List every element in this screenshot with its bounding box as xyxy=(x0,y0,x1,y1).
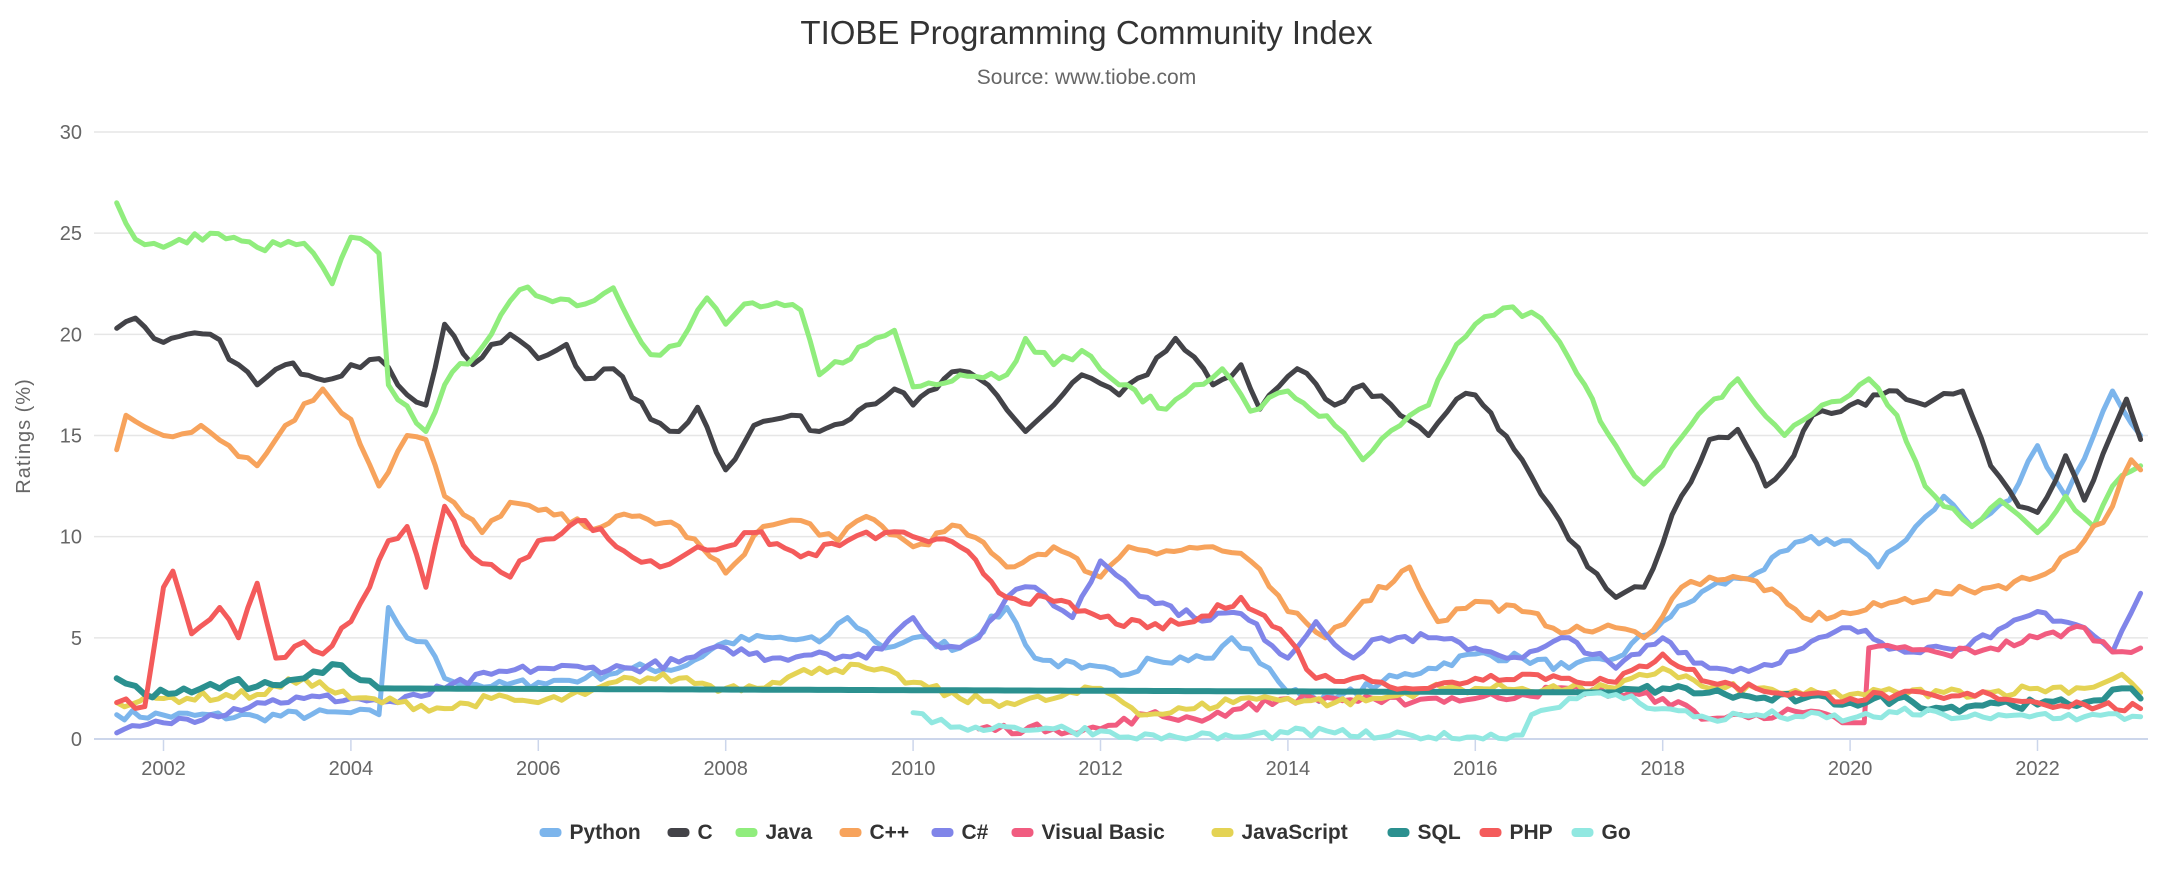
legend-item-visual-basic[interactable]: Visual Basic xyxy=(1011,821,1166,844)
legend-item-sql[interactable]: SQL xyxy=(1387,821,1461,844)
legend-item-go[interactable]: Go xyxy=(1571,821,1631,844)
x-tick-label: 2006 xyxy=(516,758,561,780)
legend-symbol xyxy=(735,828,758,837)
x-tick-label: 2018 xyxy=(1640,758,1685,780)
series-line-python[interactable] xyxy=(114,388,2144,724)
y-tick-label: 25 xyxy=(60,223,82,245)
y-axis-label: Ratings (%) xyxy=(13,378,35,493)
x-tick-label: 2004 xyxy=(329,758,374,780)
x-tick-label: 2012 xyxy=(1078,758,1123,780)
legend-item-c-[interactable]: C# xyxy=(931,821,989,844)
series-line-sql[interactable] xyxy=(113,661,2144,715)
legend-label: Go xyxy=(1602,821,1631,844)
legend-item-java[interactable]: Java xyxy=(735,821,813,844)
x-tick-label: 2002 xyxy=(141,758,186,780)
chart-subtitle: Source: www.tiobe.com xyxy=(976,66,1197,89)
legend-label: JavaScript xyxy=(1242,821,1348,844)
legend-label: C# xyxy=(962,821,989,844)
series-line-c-[interactable] xyxy=(114,386,2144,641)
x-tick-label: 2020 xyxy=(1828,758,1873,780)
y-tick-label: 5 xyxy=(71,628,82,650)
legend-symbol xyxy=(1571,828,1594,837)
legend-symbol xyxy=(1011,828,1034,837)
y-tick-label: 20 xyxy=(60,324,82,346)
legend-label: C xyxy=(698,821,713,844)
legend-label: Python xyxy=(570,821,641,844)
series-line-java[interactable] xyxy=(114,200,2144,536)
legend-item-python[interactable]: Python xyxy=(539,821,641,844)
legend-symbol xyxy=(1479,828,1502,837)
legend-item-c[interactable]: C xyxy=(667,821,713,844)
legend-label: Java xyxy=(766,821,813,844)
legend-label: SQL xyxy=(1418,821,1461,844)
legend-label: C++ xyxy=(870,821,910,844)
x-tick-label: 2008 xyxy=(703,758,748,780)
legend-item-javascript[interactable]: JavaScript xyxy=(1211,821,1348,844)
x-tick-label: 2014 xyxy=(1266,758,1311,780)
y-tick-label: 0 xyxy=(71,729,82,751)
legend-label: PHP xyxy=(1510,821,1553,844)
x-tick-label: 2016 xyxy=(1453,758,1498,780)
legend-item-c-[interactable]: C++ xyxy=(839,821,910,844)
legend-symbol xyxy=(539,828,562,837)
legend-symbol xyxy=(667,828,690,837)
y-tick-label: 10 xyxy=(60,527,82,549)
series-line-php[interactable] xyxy=(114,503,2144,714)
y-tick-label: 30 xyxy=(60,122,82,144)
y-tick-label: 15 xyxy=(60,426,82,448)
legend-symbol xyxy=(839,828,862,837)
legend-symbol xyxy=(931,828,954,837)
series-line-go[interactable] xyxy=(910,690,2144,742)
x-tick-label: 2010 xyxy=(891,758,936,780)
legend-symbol xyxy=(1211,828,1234,837)
legend-symbol xyxy=(1387,828,1410,837)
legend-label: Visual Basic xyxy=(1042,821,1166,844)
x-tick-label: 2022 xyxy=(2015,758,2060,780)
legend-item-php[interactable]: PHP xyxy=(1479,821,1553,844)
series-line-c[interactable] xyxy=(114,315,2144,600)
chart-title: TIOBE Programming Community Index xyxy=(800,14,1373,51)
